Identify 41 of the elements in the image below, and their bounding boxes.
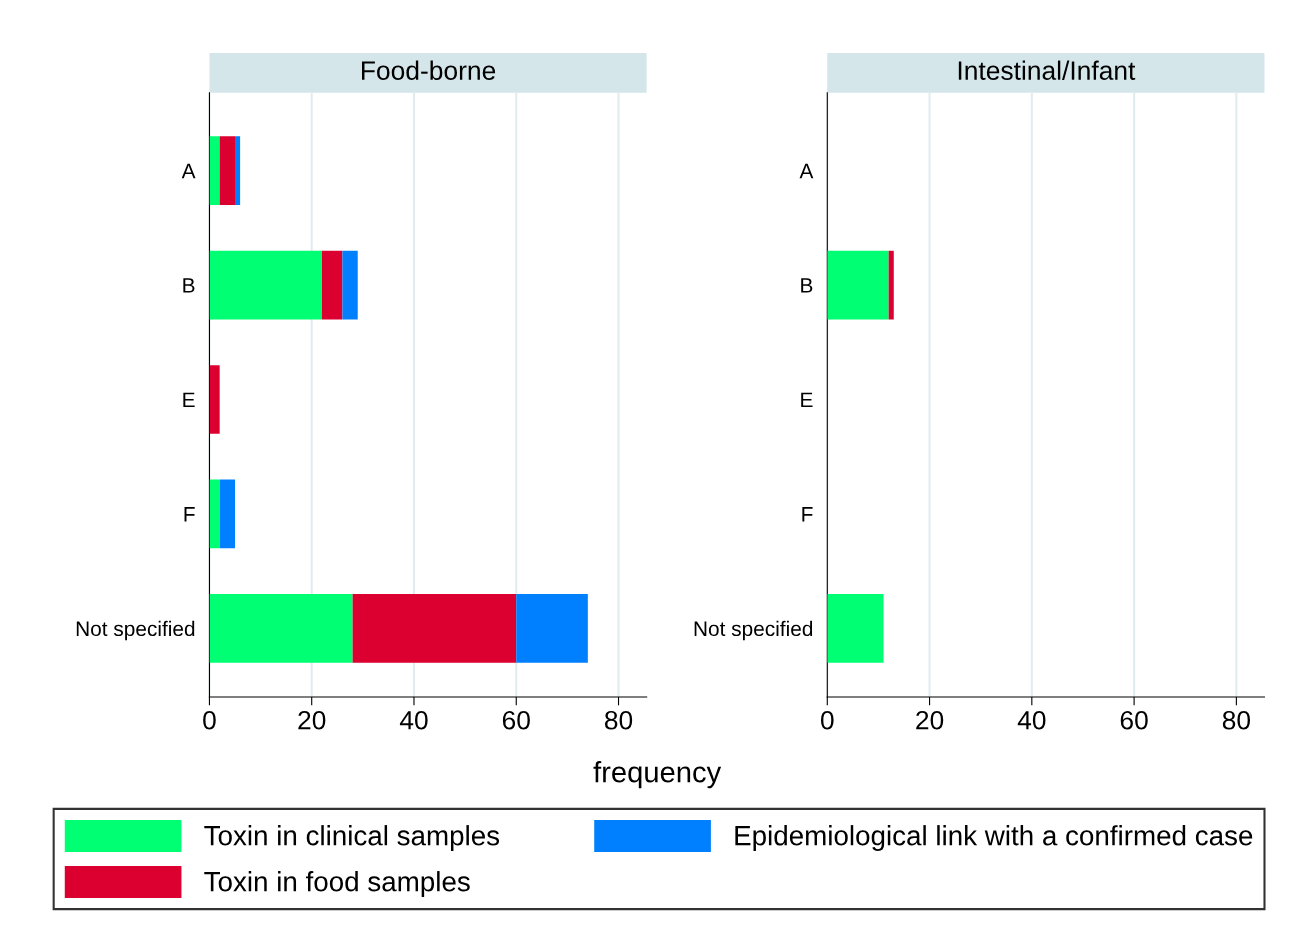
bar — [209, 365, 220, 434]
x-axis-title: frequency — [593, 761, 722, 789]
bar — [827, 594, 884, 663]
bar — [827, 250, 889, 320]
legend-label: Toxin in food samples — [204, 871, 470, 897]
legend-label: Epidemiological link with a confirmed case — [735, 825, 1253, 851]
x-tick-label: 0 — [820, 710, 834, 730]
x-tick-label: 40 — [1017, 710, 1046, 730]
bar — [888, 250, 894, 320]
bar — [516, 594, 588, 663]
bar — [235, 136, 241, 205]
x-tick-label: 60 — [502, 710, 530, 730]
bar — [219, 479, 236, 549]
x-tick-label: 20 — [298, 710, 326, 730]
bar — [209, 136, 220, 205]
legend-label: Toxin in clinical samples — [204, 825, 500, 851]
bar — [321, 250, 343, 320]
y-tick-label: Not specified — [76, 620, 195, 641]
x-tick-label: 40 — [399, 710, 428, 730]
bar — [219, 136, 236, 205]
bar — [209, 594, 353, 663]
chart-title: Food-borne — [362, 60, 496, 80]
y-tick-label: B — [183, 278, 195, 293]
y-tick-label: E — [183, 392, 195, 408]
bar — [209, 250, 322, 320]
y-tick-label: F — [802, 507, 813, 522]
y-tick-label: Not specified — [694, 620, 813, 641]
x-tick-label: 0 — [203, 710, 216, 730]
y-tick-label: A — [799, 163, 814, 179]
bar — [342, 250, 358, 320]
y-tick-label: F — [184, 507, 195, 522]
chart-title: Intestinal/Infant — [958, 60, 1136, 80]
y-tick-label: E — [801, 392, 813, 408]
x-tick-label: 80 — [604, 710, 633, 730]
x-tick-label: 20 — [916, 710, 944, 730]
y-tick-label: B — [801, 278, 813, 293]
bar — [209, 479, 220, 549]
x-tick-label: 60 — [1120, 710, 1148, 730]
bar — [352, 594, 517, 663]
x-tick-label: 80 — [1222, 710, 1251, 730]
y-tick-label: A — [181, 163, 196, 179]
